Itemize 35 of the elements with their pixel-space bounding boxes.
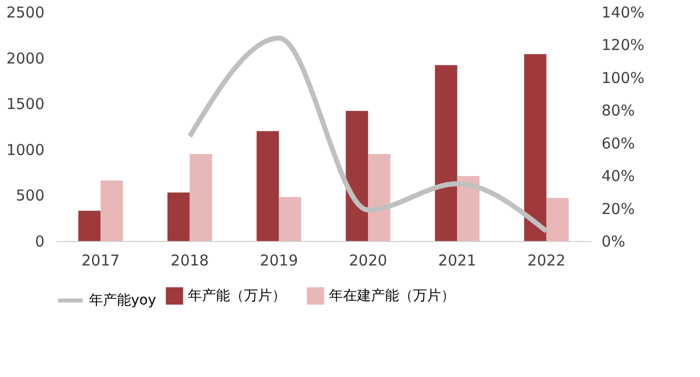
- bar: [546, 198, 569, 241]
- legend-label: 年产能yoy: [89, 292, 156, 308]
- bar: [190, 154, 212, 241]
- bar: [278, 197, 302, 241]
- y2-tick-label: 20%: [602, 200, 635, 218]
- y-tick-label: 1500: [6, 95, 44, 114]
- y2-tick-label: 60%: [602, 134, 635, 152]
- y2-tick-label: 100%: [602, 68, 644, 87]
- y2-tick-label: 0%: [602, 232, 626, 250]
- x-tick-label: 2022: [527, 252, 566, 270]
- bar: [524, 54, 546, 241]
- bar: [368, 154, 390, 241]
- bar: [256, 131, 279, 241]
- x-tick-label: 2020: [348, 252, 388, 270]
- bar: [434, 65, 458, 241]
- y2-tick-label: 120%: [602, 36, 644, 54]
- y2-tick-label: 40%: [602, 167, 635, 186]
- y2-tick-label: 80%: [602, 102, 635, 120]
- bar: [78, 210, 101, 241]
- bar: [167, 192, 190, 241]
- bar: [346, 110, 368, 241]
- x-tick-label: 2021: [438, 252, 476, 270]
- y2-tick-label: 140%: [602, 4, 644, 22]
- y-tick-label: 0: [34, 232, 44, 250]
- y-tick-label: 500: [16, 186, 44, 205]
- legend-label: 年在建产能（万片）: [329, 288, 455, 304]
- x-tick-label: 2017: [81, 252, 120, 270]
- bar: [100, 180, 123, 241]
- y-tick-label: 1000: [6, 140, 44, 159]
- y-tick-label: 2000: [6, 49, 44, 68]
- x-tick-label: 2018: [170, 252, 209, 270]
- x-tick-label: 2019: [260, 252, 298, 270]
- legend-label: 年产能（万片）: [188, 288, 286, 304]
- y-tick-label: 2500: [6, 4, 44, 22]
- bar: [457, 176, 480, 241]
